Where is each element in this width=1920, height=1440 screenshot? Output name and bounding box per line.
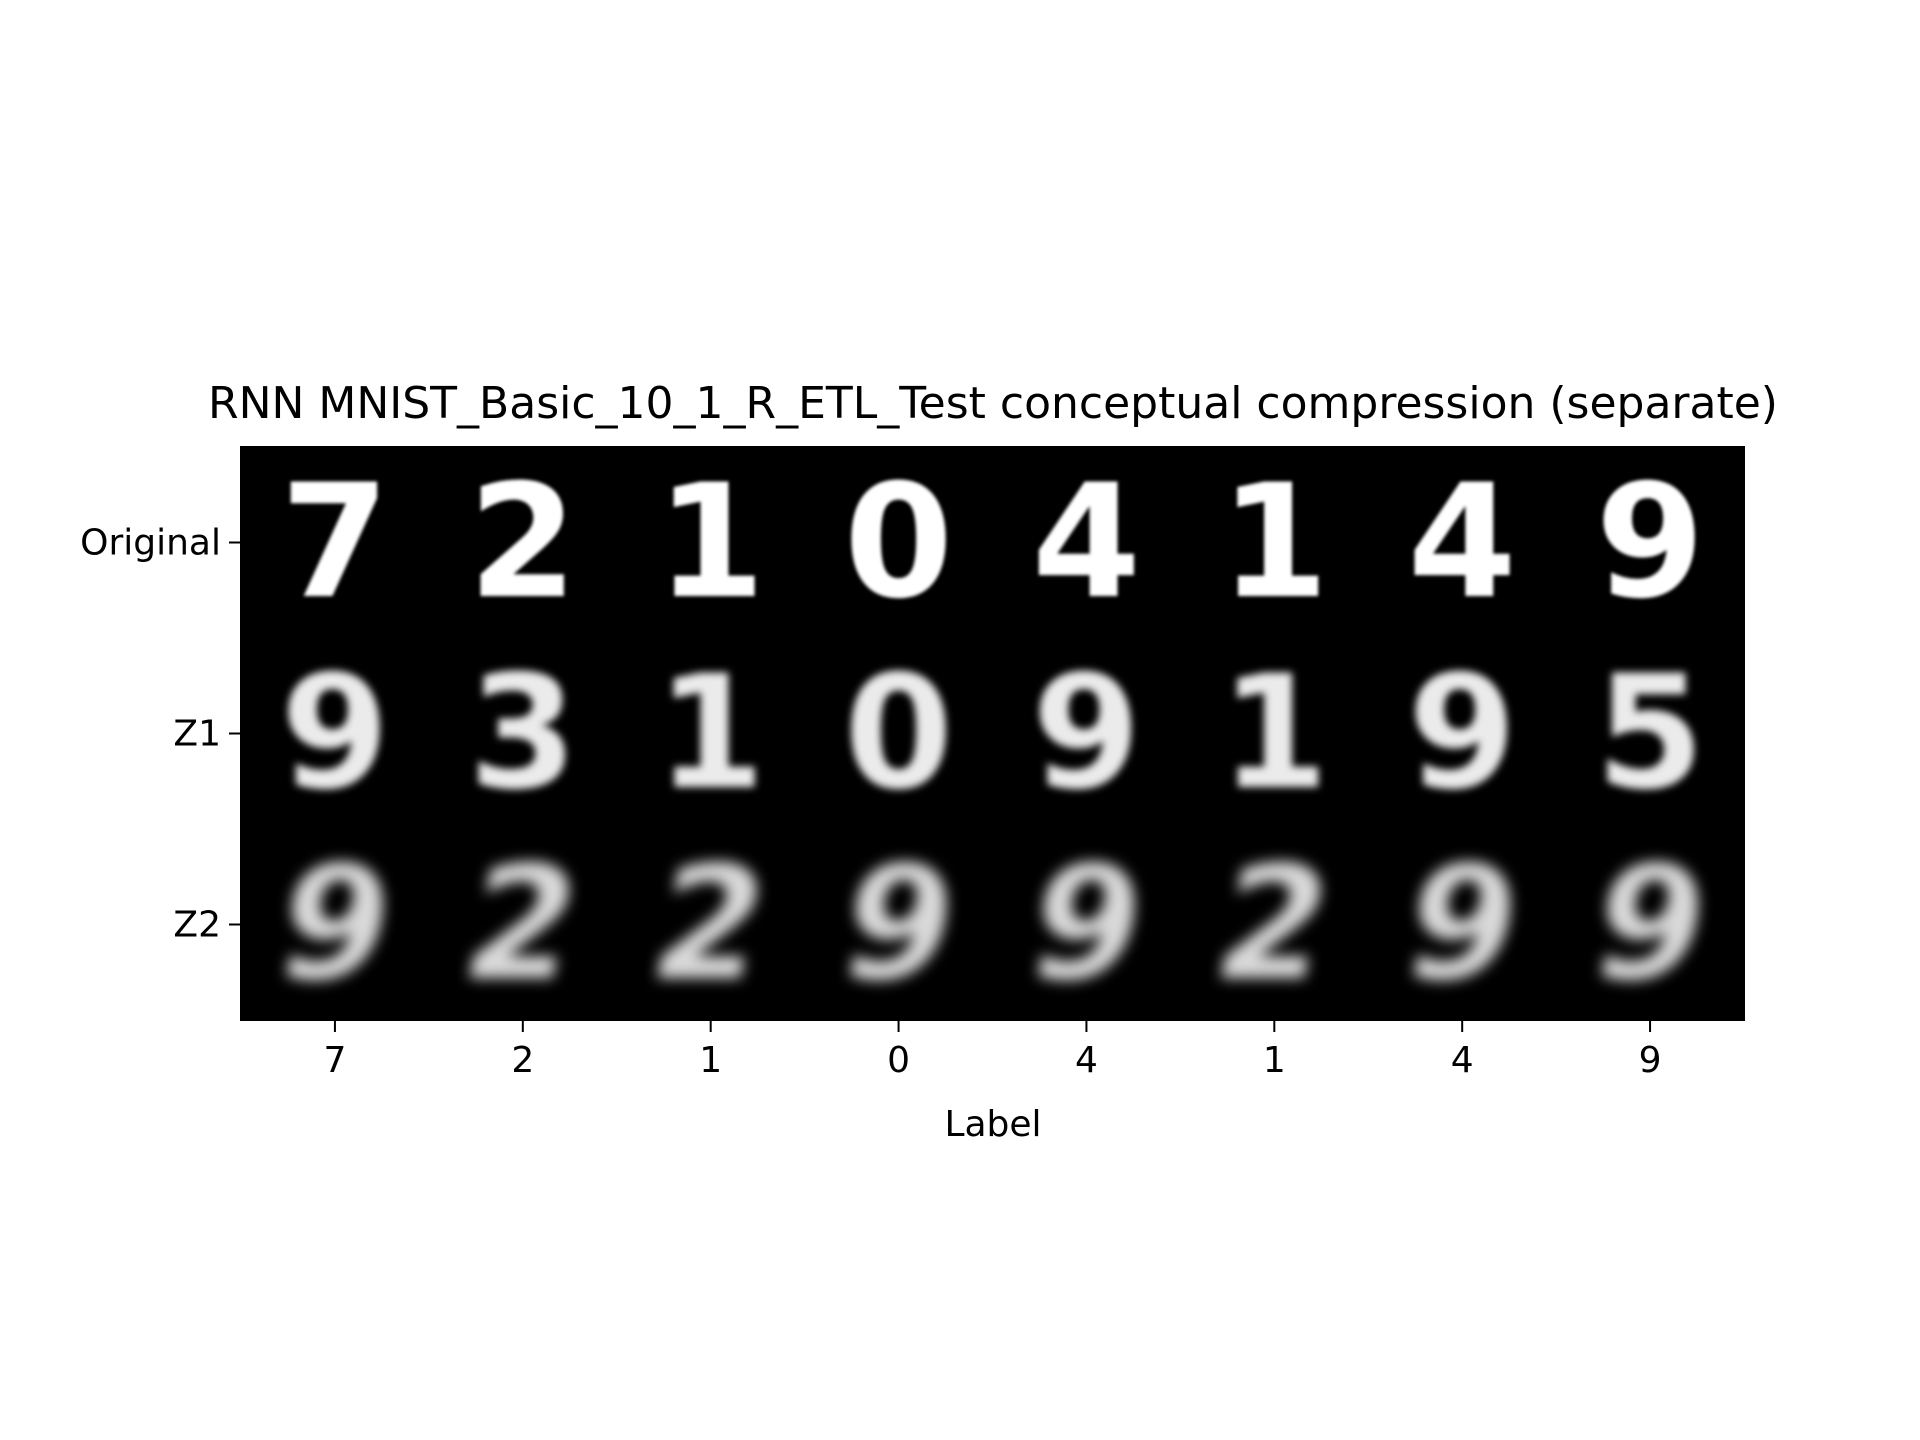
row-label-z1: Z1 xyxy=(173,714,221,755)
digit-cell-z2-6: 2 xyxy=(1220,833,1329,1016)
column-label-2: 2 xyxy=(511,1040,534,1081)
row-label-original: Original xyxy=(80,523,221,564)
digit-cell-original-6: 1 xyxy=(1220,451,1329,634)
digit-cell-z2-5: 9 xyxy=(1032,833,1141,1016)
row-axis: Original Z1 Z2 xyxy=(80,523,241,946)
digit-cell-z1-3: 1 xyxy=(656,642,765,825)
digit-cell-z2-8: 9 xyxy=(1595,833,1704,1016)
row-label-z2: Z2 xyxy=(173,905,221,946)
digit-cell-original-5: 4 xyxy=(1032,451,1141,634)
digit-cell-original-2: 2 xyxy=(468,451,577,634)
column-label-5: 4 xyxy=(1075,1040,1098,1081)
digit-cell-original-7: 4 xyxy=(1408,451,1517,634)
digit-cell-z1-8: 5 xyxy=(1595,642,1704,825)
digit-cell-z2-2: 2 xyxy=(468,833,577,1016)
column-label-7: 4 xyxy=(1451,1040,1474,1081)
chart-title: RNN MNIST_Basic_10_1_R_ETL_Test conceptu… xyxy=(208,378,1778,429)
digit-cell-z2-7: 9 xyxy=(1408,833,1517,1016)
image-grid-background xyxy=(241,447,1744,1020)
digit-cell-z2-3: 2 xyxy=(656,833,765,1016)
digit-cell-z1-6: 1 xyxy=(1220,642,1329,825)
column-label-3: 1 xyxy=(699,1040,722,1081)
column-label-4: 0 xyxy=(887,1040,910,1081)
column-label-1: 7 xyxy=(323,1040,346,1081)
column-label-6: 1 xyxy=(1263,1040,1286,1081)
digit-cell-z2-1: 9 xyxy=(280,833,389,1016)
digit-cell-z1-7: 9 xyxy=(1408,642,1517,825)
digit-cell-original-8: 9 xyxy=(1595,451,1704,634)
column-axis: 7 2 1 0 4 1 4 9 xyxy=(323,1020,1661,1081)
digit-cell-original-3: 1 xyxy=(656,451,765,634)
digit-cell-z2-4: 9 xyxy=(844,833,953,1016)
digit-cell-z1-4: 0 xyxy=(844,642,953,825)
digit-cell-z1-2: 3 xyxy=(468,642,577,825)
digit-cell-z1-5: 9 xyxy=(1032,642,1141,825)
column-label-8: 9 xyxy=(1639,1040,1662,1081)
digit-cell-original-1: 7 xyxy=(280,451,389,634)
digit-cell-original-4: 0 xyxy=(844,451,953,634)
x-axis-label: Label xyxy=(944,1104,1041,1145)
digit-cell-z1-1: 9 xyxy=(280,642,389,825)
